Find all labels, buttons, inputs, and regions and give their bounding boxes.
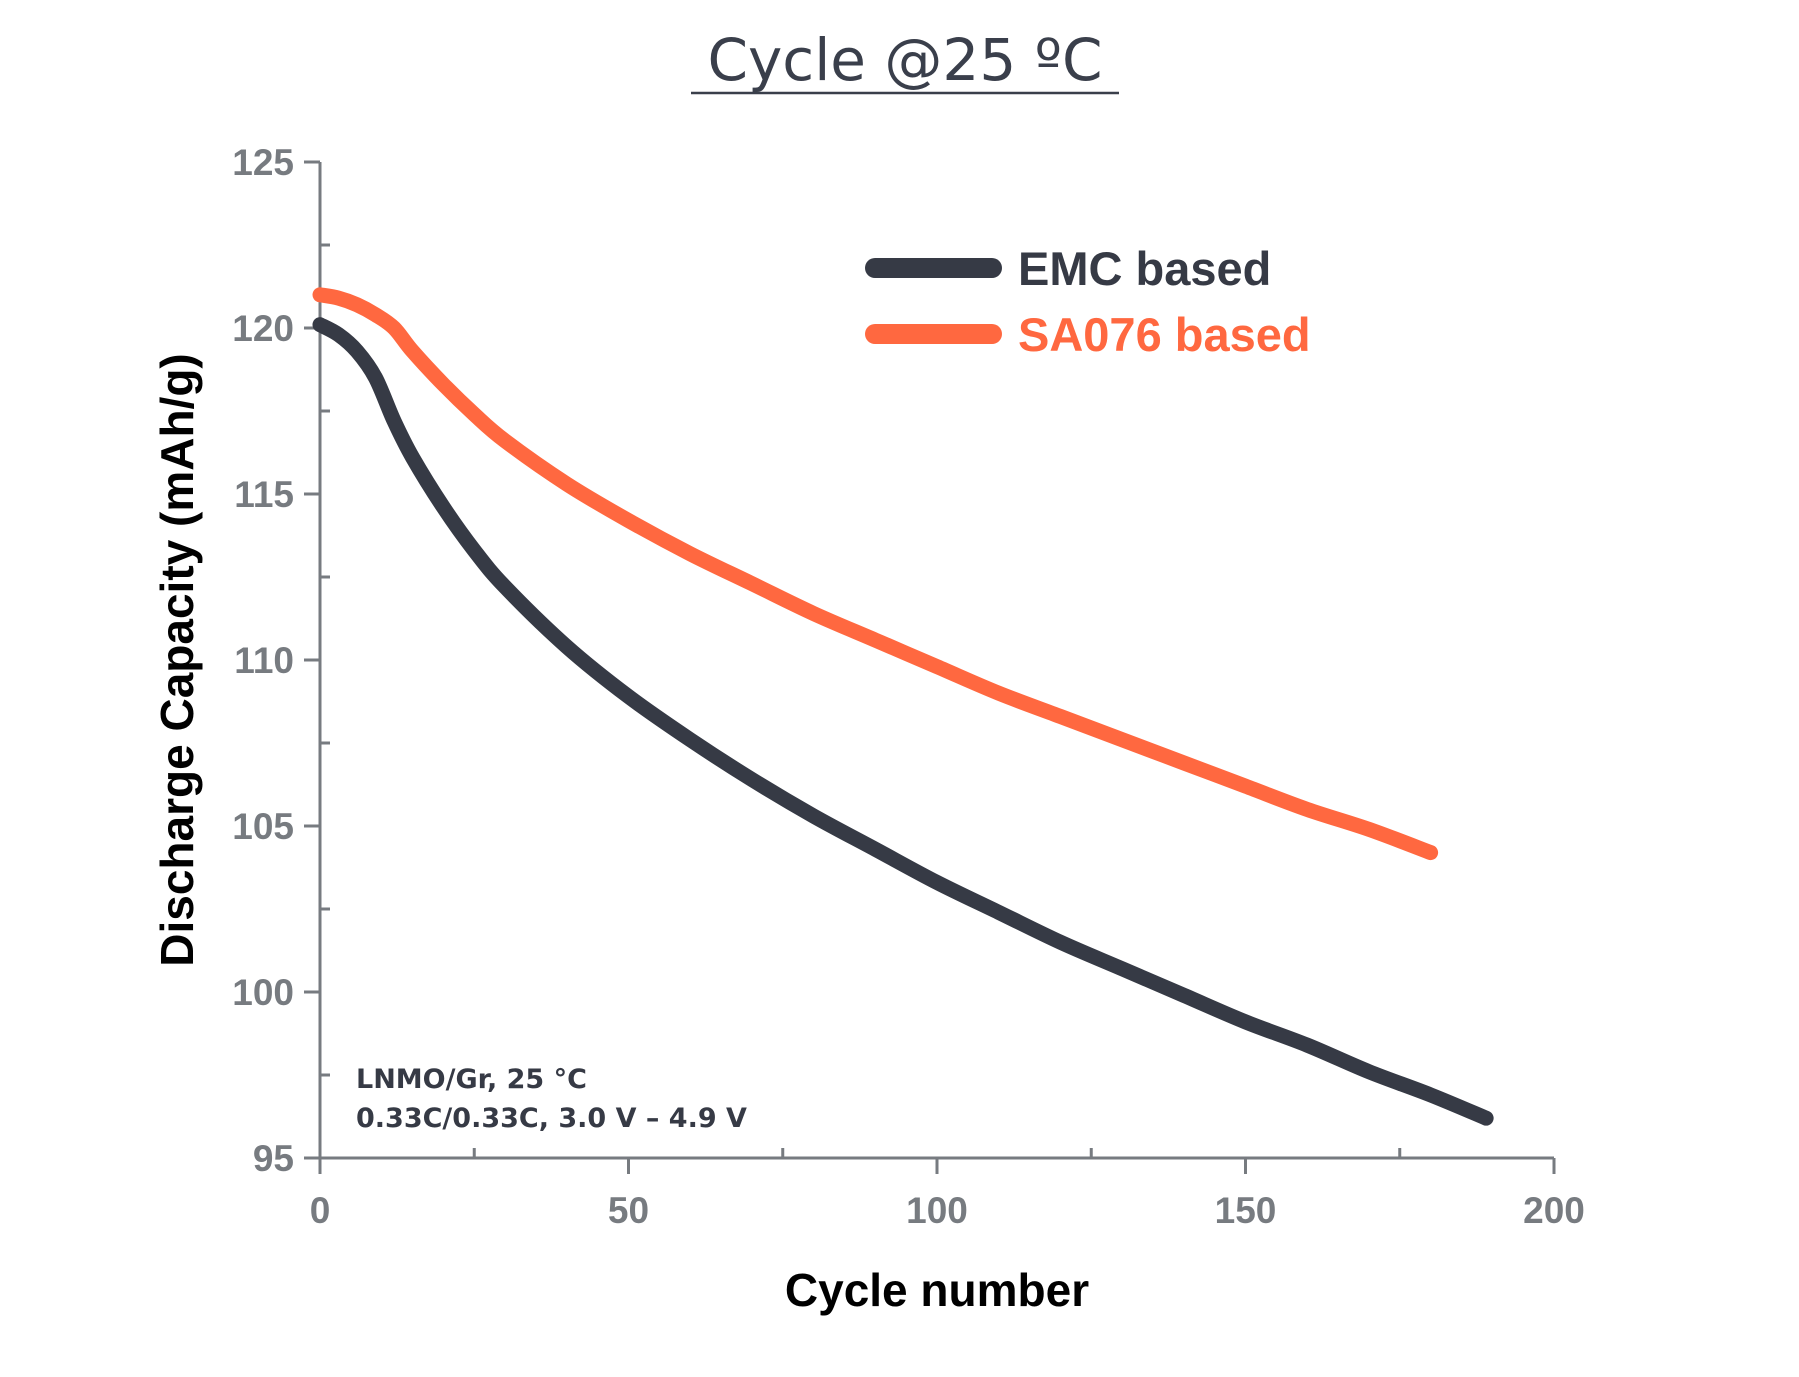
y-tick-label: 125 <box>232 142 294 183</box>
series-group <box>312 287 1494 1126</box>
legend-item-sa076: SA076 based <box>865 308 1311 361</box>
y-tick-label: 115 <box>234 474 294 515</box>
x-tick-label: 200 <box>1523 1190 1585 1231</box>
tick-labels: 95 100 105 110 115 120 125 0 50 100 150 200 <box>232 142 1585 1231</box>
x-tick-label: 150 <box>1215 1190 1277 1231</box>
legend-label-sa076: SA076 based <box>1018 308 1311 361</box>
x-tick-label: 0 <box>310 1190 331 1231</box>
annotation-line-2: 0.33C/0.33C, 3.0 V – 4.9 V <box>356 1103 747 1134</box>
y-tick-label: 100 <box>232 972 294 1013</box>
series-line-sa076 <box>312 287 1439 861</box>
legend-item-emc: EMC based <box>865 242 1271 295</box>
annotation: LNMO/Gr, 25 °C 0.33C/0.33C, 3.0 V – 4.9 … <box>356 1064 747 1134</box>
x-axis-title: Cycle number <box>785 1264 1089 1316</box>
y-tick-label: 95 <box>253 1138 294 1179</box>
chart-title: Cycle @25 ºC <box>707 26 1102 94</box>
legend-label-emc: EMC based <box>1018 242 1271 295</box>
y-axis-title: Discharge Capacity (mAh/g) <box>151 353 203 966</box>
x-tick-label: 100 <box>906 1190 968 1231</box>
chart-title-group: Cycle @25 ºC <box>691 26 1119 95</box>
y-tick-label: 120 <box>232 308 294 349</box>
legend: EMC based SA076 based <box>865 242 1311 361</box>
y-tick-label: 105 <box>232 806 294 847</box>
x-tick-label: 50 <box>608 1190 649 1231</box>
y-tick-label: 110 <box>234 640 294 681</box>
series-line-emc <box>312 317 1494 1126</box>
annotation-line-1: LNMO/Gr, 25 °C <box>356 1064 587 1095</box>
